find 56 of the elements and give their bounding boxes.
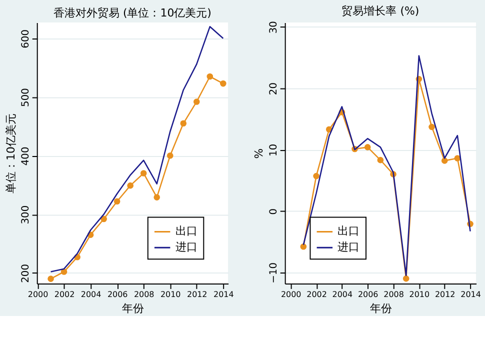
y-tick-label: 200 [20,264,32,283]
point [127,182,134,189]
point [60,268,68,275]
point [402,275,410,282]
x-tick-label: 2004 [80,290,102,299]
point [377,156,384,164]
x-tick-label: 2000 [280,290,302,299]
x-tick-label: 2006 [358,290,378,299]
point [193,98,200,105]
x-axis-title: 年份 [122,302,144,315]
x-tick-label: 2014 [460,290,481,299]
point [48,276,54,282]
point [428,124,435,130]
x-tick-label: 2010 [409,290,430,299]
y-tick-label: 400 [20,146,32,166]
legend-label: 进口 [175,240,198,254]
x-tick-label: 2010 [160,290,181,299]
chart-title: 香港对外贸易 (单位：10亿美元) [53,6,212,20]
legend-label: 进口 [338,240,360,254]
y-axis-title: % [252,148,266,159]
x-tick-label: 2000 [28,290,48,299]
x-tick-label: 2012 [187,290,208,299]
x-tick-label: 2002 [306,290,327,299]
y-tick-label: −10 [268,262,280,284]
y-axis-title: 单位：10亿美元 [4,114,18,194]
point [114,198,120,205]
x-tick-label: 2002 [54,290,75,299]
point [441,158,448,164]
y-tick-label: 500 [20,88,32,108]
x-tick-label: 2014 [214,290,234,299]
y-tick-label: 300 [20,205,32,224]
point [206,73,214,80]
point [220,80,226,87]
point [364,144,371,150]
point [313,172,320,180]
y-tick-label: 10 [268,144,280,156]
y-tick-label: 30 [268,21,280,34]
x-tick-label: 2004 [332,290,353,299]
chart-title: 贸易增长率 (%) [342,4,420,18]
y-tick-label: 0 [268,208,280,215]
point [180,120,187,127]
point [100,216,107,222]
y-tick-label: 600 [20,29,32,48]
point [154,194,160,200]
legend-label: 出口 [338,224,360,238]
point [454,155,461,162]
x-tick-label: 2006 [107,290,128,299]
x-axis-title: 年份 [370,302,392,315]
x-tick-label: 2008 [384,290,404,299]
x-tick-label: 2008 [134,290,154,299]
point [300,244,307,250]
point [140,170,147,176]
point [166,152,174,159]
y-tick-label: 20 [268,82,280,96]
legend-label: 出口 [175,224,198,238]
x-tick-label: 2012 [434,290,456,299]
